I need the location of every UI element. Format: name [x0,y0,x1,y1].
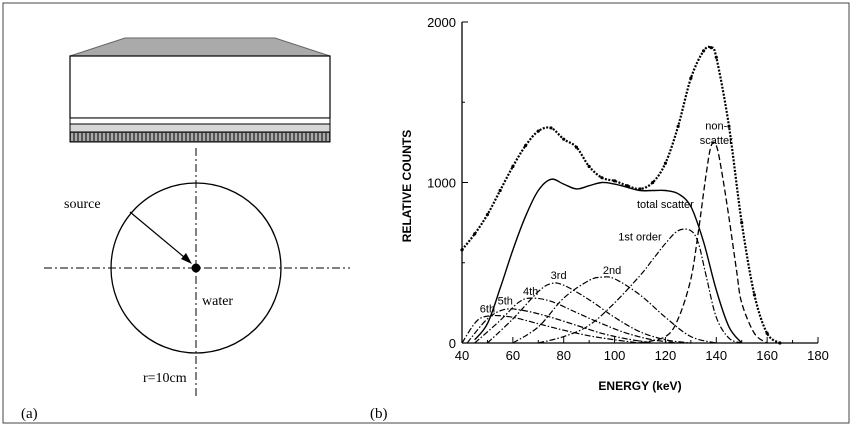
axes: 40 60 80 100 120 140 160 180 0 1000 2000 [427,15,829,363]
data-point [701,49,706,53]
series-line-non-scatter [639,141,768,344]
series-line-4th [474,297,679,344]
plot-area: 40 60 80 100 120 140 160 180 0 1000 2000 non-scatt… [427,15,829,363]
panel-a-label: (a) [21,406,38,422]
series-line-2nd [512,276,717,344]
data-point [536,129,540,133]
y-axis-title: RELATIVE COUNTS [400,130,414,242]
x-tick-label: 180 [807,348,829,363]
data-point [663,161,668,165]
source-arrowhead [181,253,192,264]
x-tick-label: 160 [756,348,778,363]
series-line-6th [461,314,641,344]
series-line-3rd [486,282,691,344]
water-label: water [202,294,233,309]
series-line-total-scatter [474,178,743,344]
annotation-layer: non-scatter total scatter 1st order 2nd 3rd 4… [480,121,733,316]
data-point [549,126,553,130]
data-point [727,124,731,128]
data-point [752,293,757,297]
x-tick-label: 80 [556,348,570,363]
data-point [562,137,566,141]
y-tick-label: 0 [449,336,456,351]
detector-hatching [71,133,329,141]
data-point [523,143,528,148]
x-tick-label: 100 [604,348,626,363]
curve-label: 3rd [551,270,567,282]
source-arrow [129,211,191,263]
curve-label: scatter [700,135,733,147]
data-point [778,341,782,345]
source-label: source [64,197,101,212]
curve-label: total scatter [637,199,694,211]
series-line-1st-order [538,228,742,344]
detector-layer-1 [69,117,331,125]
radius-label: r=10cm [143,371,187,386]
data-point [709,46,713,50]
source-point [191,263,201,273]
data-point [676,124,680,128]
data-point [740,221,744,225]
x-tick-label: 140 [705,348,727,363]
x-tick-label: 60 [506,348,520,363]
data-point [485,213,490,217]
panel-a-schematic: source water r=10cm (a) [21,37,350,422]
x-tick-label: 40 [455,348,469,363]
y-tick-label: 1000 [427,176,456,191]
series-line-5th [466,308,653,344]
data-point [574,145,579,149]
collimator-top [69,37,331,57]
data-point [765,331,769,335]
water-phantom-circle [110,182,282,354]
curve-label: 5th [498,295,513,307]
data-point [612,179,617,183]
data-point [511,164,515,169]
x-tick-label: 120 [655,348,677,363]
curve-label: non- [705,121,727,133]
detector-layer-2 [69,123,331,133]
y-tick-label: 2000 [427,15,456,30]
curve-label: 1st order [618,231,662,243]
data-point [689,76,693,80]
data-point [498,188,502,193]
panel-b-chart: (b) 40 60 80 100 120 140 160 180 0 1000 2000 non-s… [370,15,829,422]
curve-label: 6th [480,304,495,316]
series-layer [460,45,782,345]
data-point [473,232,477,236]
curve-label: 4th [523,286,538,298]
detector-crystal [69,55,331,119]
curve-label: 2nd [603,265,621,277]
panel-b-label: (b) [370,406,388,422]
data-point [714,55,718,59]
data-point [651,180,655,185]
data-point [460,248,464,252]
data-point [600,176,604,180]
x-axis-title: ENERGY (keV) [598,379,681,393]
data-point [587,164,591,169]
